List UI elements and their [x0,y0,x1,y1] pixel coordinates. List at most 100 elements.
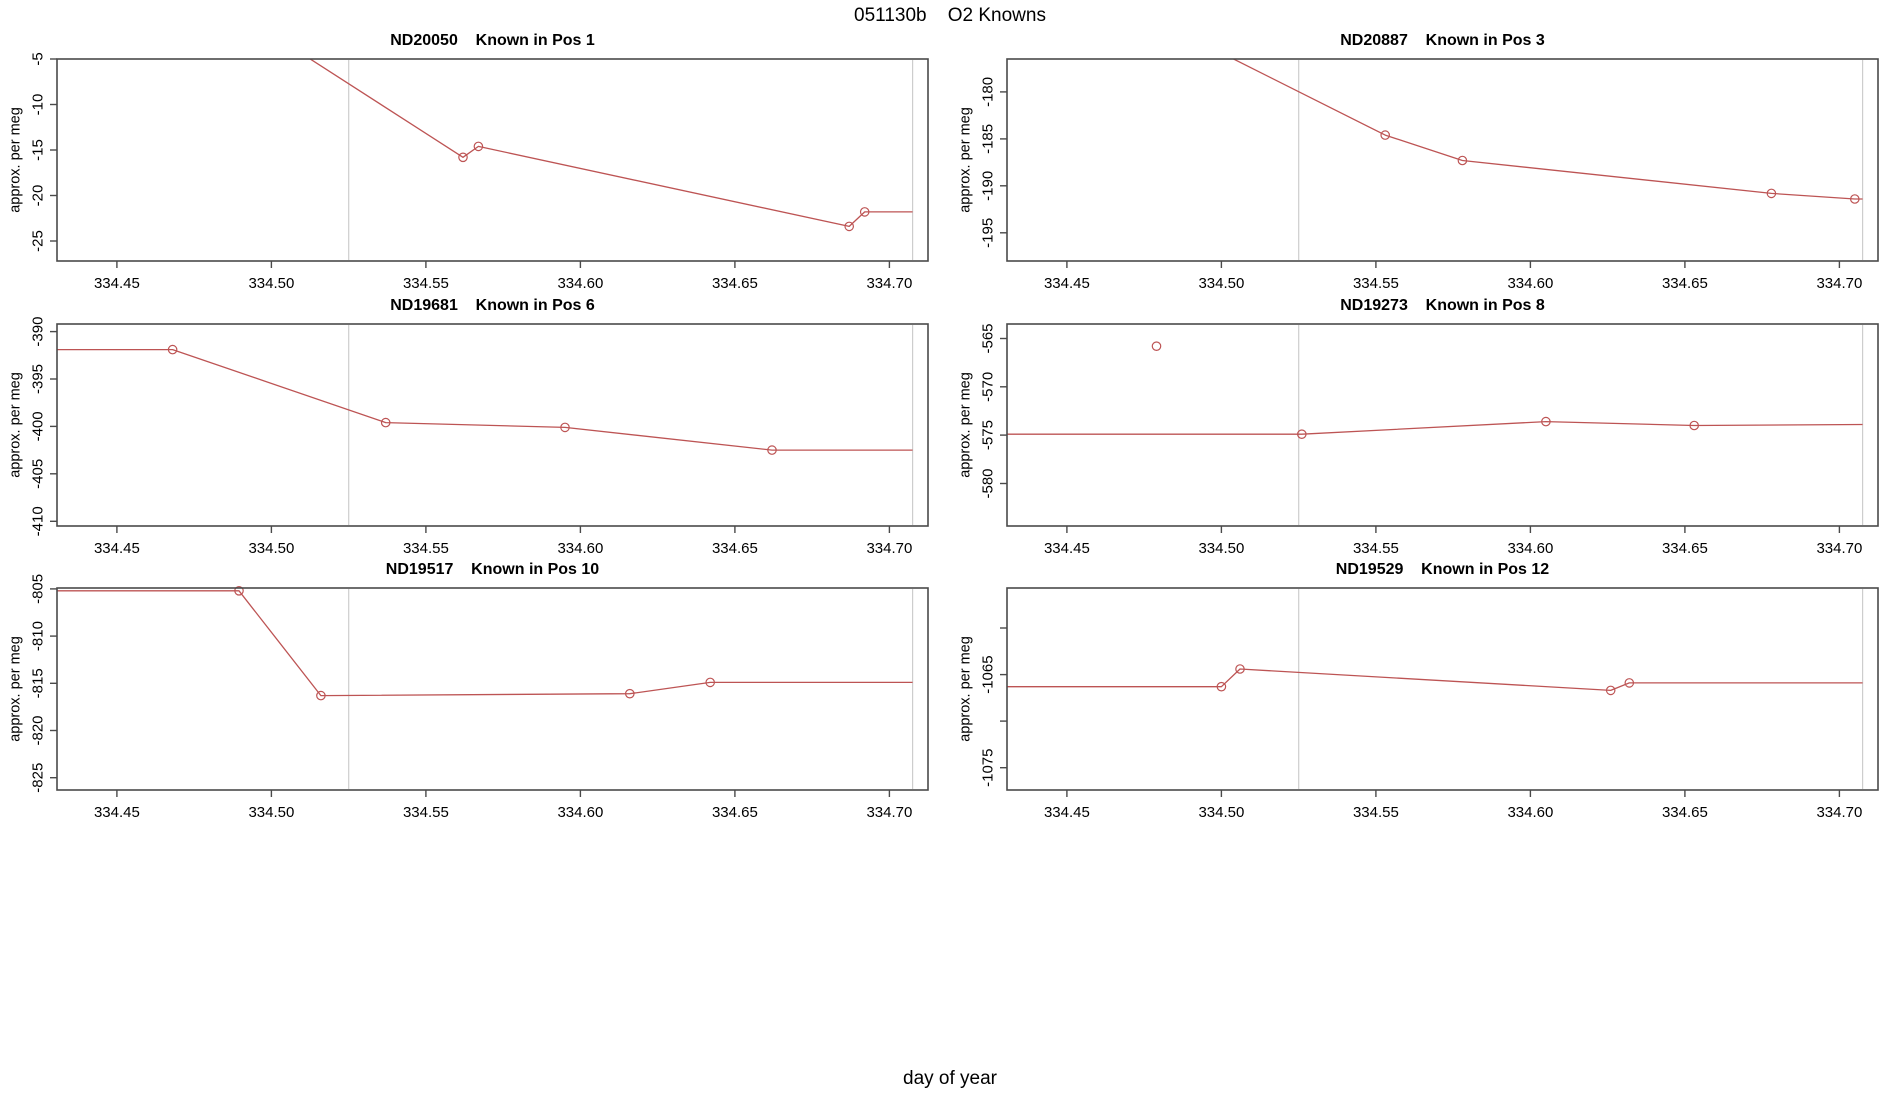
y-tick-label: -395 [30,364,47,394]
plot-box [1006,58,1879,262]
data-line [57,590,913,697]
panel-2-plot-svg: 334.45 334.50 334.55 334.60 334.65 334.70 -195… [958,58,1879,292]
data-point [1605,685,1616,696]
panel-1: 334.45 334.50 334.55 334.60 334.65 334.70 -25 -… [0,30,945,292]
y-tick-label: -400 [30,411,47,441]
x-tick-label: 334.45 [1044,540,1090,557]
data-point [844,221,854,232]
data-point [1541,416,1551,427]
data-point [1216,681,1227,692]
x-tick-label: 334.55 [403,540,449,557]
x-tick-label: 334.70 [1816,804,1862,821]
x-tick-label: 334.50 [1198,275,1244,292]
plot-box [56,587,929,791]
y-tick-label: -570 [980,372,997,402]
x-tick-label: 334.70 [866,540,912,557]
y-axis-label: approx. per meg [8,636,24,742]
data-point [767,445,777,455]
y-tick-label: -15 [30,139,47,161]
y-tick-label: -810 [30,621,47,651]
x-tick-label: 334.70 [866,275,912,292]
x-tick-label: 334.65 [712,804,758,821]
x-tick-label: 334.65 [1662,804,1708,821]
data-point [859,207,870,217]
data-point [1296,429,1307,439]
data-point [167,344,178,355]
data-point [1849,194,1860,204]
y-tick-label: -820 [30,715,47,745]
x-tick-label: 334.45 [94,540,140,557]
y-axis-label: approx. per meg [958,107,974,213]
x-tick-label: 334.45 [94,804,140,821]
data-point [234,585,244,596]
data-point [1380,130,1390,140]
data-line [1007,420,1863,435]
y-axis-label: approx. per meg [958,636,974,742]
flagged-point [1151,341,1162,351]
panel-3-title: ND19681 Known in Pos 6 [390,297,595,314]
x-tick-label: 334.55 [1353,540,1399,557]
x-tick-label: 334.50 [1198,540,1244,557]
y-tick-label: -1075 [980,749,997,787]
data-point [1457,155,1468,166]
x-tick-label: 334.65 [712,540,758,557]
panel-6-plot-svg: 334.45 334.50 334.55 334.60 334.65 334.70 -107… [958,587,1879,821]
y-tick-label: -580 [980,468,997,498]
panel-3-plot-svg: 334.45 334.50 334.55 334.60 334.65 334.70 -410… [8,317,929,557]
panel-4-plot-svg: 334.45 334.50 334.55 334.60 334.65 334.70 -580… [958,323,1879,557]
y-tick-label: -565 [980,323,997,353]
data-line [1232,59,1863,200]
x-tick-label: 334.65 [1662,275,1708,292]
data-point [624,688,635,699]
x-tick-label: 334.60 [557,540,603,557]
x-tick-label: 334.65 [1662,540,1708,557]
y-tick-label: -185 [980,124,997,154]
panel-1-plot-svg: 334.45 334.50 334.55 334.60 334.65 334.70 -25 -… [8,52,929,292]
y-tick-label: -575 [980,420,997,450]
y-tick-label: -390 [30,317,47,347]
data-point [1624,678,1635,688]
x-tick-label: 334.50 [248,804,294,821]
plot-box [1006,587,1879,791]
panel-6-title: ND19529 Known in Pos 12 [1335,561,1550,578]
panel-4: 334.45 334.50 334.55 334.60 334.65 334.70 -580… [950,295,1895,557]
x-tick-label: 334.45 [1044,275,1090,292]
x-tick-label: 334.45 [94,275,140,292]
panel-1-title: ND20050 Known in Pos 1 [390,32,595,49]
y-tick-label: -195 [980,218,997,248]
plot-box [1006,323,1879,527]
y-axis-label: approx. per meg [958,372,974,478]
x-tick-label: 334.65 [712,275,758,292]
x-tick-label: 334.60 [557,804,603,821]
x-axis-title: day of year [903,1068,997,1089]
x-tick-label: 334.60 [1507,540,1553,557]
y-tick-label: -20 [30,185,47,207]
x-tick-label: 334.60 [1507,275,1553,292]
data-line [57,348,913,451]
panel-5-title: ND19517 Known in Pos 10 [385,561,600,578]
data-point [1235,664,1245,674]
data-point [1766,188,1777,199]
y-tick-label: -815 [30,668,47,698]
y-tick-label: -825 [30,763,47,793]
data-point [473,141,484,152]
data-line [1007,668,1863,692]
panel-5-plot-svg: 334.45 334.50 334.55 334.60 334.65 334.70 -825… [8,574,929,821]
data-point [316,690,326,701]
x-tick-label: 334.55 [1353,275,1399,292]
data-point [458,152,468,163]
x-tick-label: 334.50 [248,540,294,557]
y-tick-label: -180 [980,77,997,107]
x-tick-label: 334.50 [1198,804,1244,821]
x-tick-label: 334.55 [403,804,449,821]
y-tick-label: -405 [30,459,47,489]
data-line [309,59,913,228]
data-point [705,677,715,688]
y-axis-label: approx. per meg [8,107,24,213]
x-tick-label: 334.55 [1353,804,1399,821]
x-tick-label: 334.70 [866,804,912,821]
x-tick-label: 334.55 [403,275,449,292]
plot-box [56,323,929,527]
panel-5: 334.45 334.50 334.55 334.60 334.65 334.70 -825… [0,559,945,821]
x-tick-label: 334.60 [1507,804,1553,821]
